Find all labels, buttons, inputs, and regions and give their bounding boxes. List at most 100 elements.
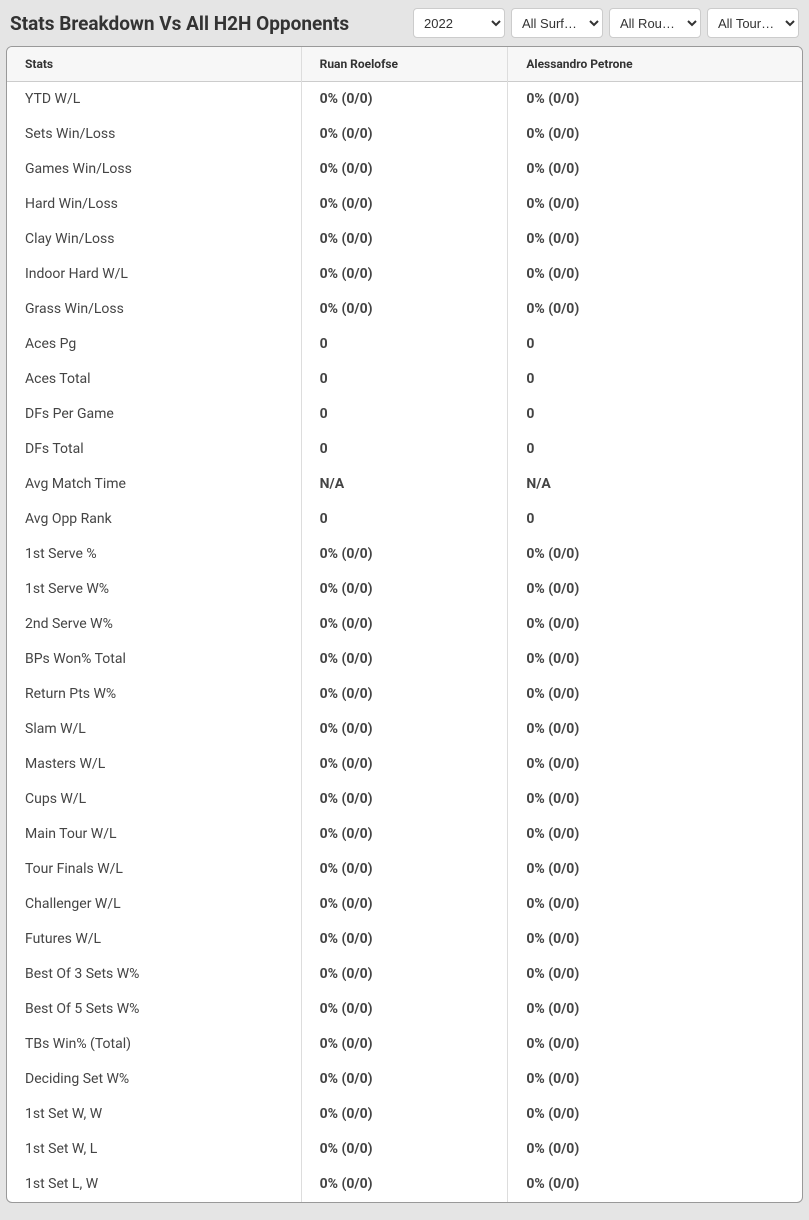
- table-row: DFs Per Game00: [7, 397, 802, 432]
- tournament-filter-select[interactable]: All Tour…: [707, 8, 799, 38]
- stat-label-cell: Sets Win/Loss: [7, 117, 301, 152]
- table-row: Avg Opp Rank00: [7, 502, 802, 537]
- player2-value-cell: 0% (0/0): [508, 152, 802, 187]
- player1-value-cell: 0% (0/0): [301, 537, 508, 572]
- table-row: Deciding Set W%0% (0/0)0% (0/0): [7, 1062, 802, 1097]
- player1-value-cell: 0% (0/0): [301, 257, 508, 292]
- stat-label-cell: Games Win/Loss: [7, 152, 301, 187]
- player1-value-cell: 0% (0/0): [301, 222, 508, 257]
- round-filter-select[interactable]: All Rou…: [609, 8, 701, 38]
- player1-value-cell: 0% (0/0): [301, 782, 508, 817]
- stat-label-cell: 1st Serve W%: [7, 572, 301, 607]
- player2-value-cell: 0% (0/0): [508, 712, 802, 747]
- table-header-row: Stats Ruan Roelofse Alessandro Petrone: [7, 47, 802, 82]
- player1-value-cell: 0: [301, 362, 508, 397]
- table-row: Indoor Hard W/L0% (0/0)0% (0/0): [7, 257, 802, 292]
- stat-label-cell: 1st Set W, W: [7, 1097, 301, 1132]
- table-row: Games Win/Loss0% (0/0)0% (0/0): [7, 152, 802, 187]
- player2-value-cell: 0: [508, 502, 802, 537]
- column-header-stats: Stats: [7, 47, 301, 82]
- stat-label-cell: YTD W/L: [7, 82, 301, 117]
- table-row: Slam W/L0% (0/0)0% (0/0): [7, 712, 802, 747]
- stat-label-cell: 1st Set W, L: [7, 1132, 301, 1167]
- table-row: Avg Match TimeN/AN/A: [7, 467, 802, 502]
- player1-value-cell: 0% (0/0): [301, 1097, 508, 1132]
- table-row: Main Tour W/L0% (0/0)0% (0/0): [7, 817, 802, 852]
- player2-value-cell: N/A: [508, 467, 802, 502]
- stat-label-cell: Best Of 5 Sets W%: [7, 992, 301, 1027]
- stat-label-cell: Avg Match Time: [7, 467, 301, 502]
- stat-label-cell: DFs Total: [7, 432, 301, 467]
- table-row: BPs Won% Total0% (0/0)0% (0/0): [7, 642, 802, 677]
- stat-label-cell: Best Of 3 Sets W%: [7, 957, 301, 992]
- player1-value-cell: 0% (0/0): [301, 642, 508, 677]
- player1-value-cell: 0% (0/0): [301, 887, 508, 922]
- player1-value-cell: 0% (0/0): [301, 922, 508, 957]
- player2-value-cell: 0% (0/0): [508, 1167, 802, 1202]
- player2-value-cell: 0% (0/0): [508, 992, 802, 1027]
- table-row: Best Of 5 Sets W%0% (0/0)0% (0/0): [7, 992, 802, 1027]
- surface-filter-select[interactable]: All Surf…: [511, 8, 603, 38]
- table-row: Grass Win/Loss0% (0/0)0% (0/0): [7, 292, 802, 327]
- player1-value-cell: 0% (0/0): [301, 117, 508, 152]
- player1-value-cell: 0: [301, 432, 508, 467]
- table-row: Sets Win/Loss0% (0/0)0% (0/0): [7, 117, 802, 152]
- column-header-player2: Alessandro Petrone: [508, 47, 802, 82]
- player2-value-cell: 0: [508, 362, 802, 397]
- player2-value-cell: 0% (0/0): [508, 82, 802, 117]
- player1-value-cell: 0% (0/0): [301, 292, 508, 327]
- player2-value-cell: 0% (0/0): [508, 922, 802, 957]
- player1-value-cell: 0% (0/0): [301, 607, 508, 642]
- player2-value-cell: 0% (0/0): [508, 607, 802, 642]
- stat-label-cell: 1st Set L, W: [7, 1167, 301, 1202]
- table-row: Challenger W/L0% (0/0)0% (0/0): [7, 887, 802, 922]
- table-row: Masters W/L0% (0/0)0% (0/0): [7, 747, 802, 782]
- player2-value-cell: 0% (0/0): [508, 817, 802, 852]
- table-row: Clay Win/Loss0% (0/0)0% (0/0): [7, 222, 802, 257]
- stat-label-cell: TBs Win% (Total): [7, 1027, 301, 1062]
- player2-value-cell: 0% (0/0): [508, 257, 802, 292]
- stat-label-cell: Futures W/L: [7, 922, 301, 957]
- player1-value-cell: 0% (0/0): [301, 747, 508, 782]
- player1-value-cell: 0% (0/0): [301, 152, 508, 187]
- player2-value-cell: 0% (0/0): [508, 292, 802, 327]
- table-row: Cups W/L0% (0/0)0% (0/0): [7, 782, 802, 817]
- table-container: Stats Ruan Roelofse Alessandro Petrone Y…: [6, 46, 803, 1203]
- stat-label-cell: Avg Opp Rank: [7, 502, 301, 537]
- player2-value-cell: 0: [508, 327, 802, 362]
- player1-value-cell: 0% (0/0): [301, 852, 508, 887]
- player1-value-cell: 0% (0/0): [301, 677, 508, 712]
- header-bar: Stats Breakdown Vs All H2H Opponents 202…: [0, 0, 809, 46]
- stat-label-cell: Tour Finals W/L: [7, 852, 301, 887]
- table-row: 2nd Serve W%0% (0/0)0% (0/0): [7, 607, 802, 642]
- player1-value-cell: 0% (0/0): [301, 1167, 508, 1202]
- stat-label-cell: Aces Pg: [7, 327, 301, 362]
- player1-value-cell: 0% (0/0): [301, 817, 508, 852]
- stat-label-cell: Return Pts W%: [7, 677, 301, 712]
- stat-label-cell: Hard Win/Loss: [7, 187, 301, 222]
- table-row: 1st Serve %0% (0/0)0% (0/0): [7, 537, 802, 572]
- player1-value-cell: 0% (0/0): [301, 1132, 508, 1167]
- year-filter-select[interactable]: 2022: [413, 8, 505, 38]
- table-row: Aces Total00: [7, 362, 802, 397]
- player2-value-cell: 0% (0/0): [508, 642, 802, 677]
- player1-value-cell: 0% (0/0): [301, 1062, 508, 1097]
- player1-value-cell: 0% (0/0): [301, 957, 508, 992]
- player2-value-cell: 0% (0/0): [508, 852, 802, 887]
- player2-value-cell: 0% (0/0): [508, 887, 802, 922]
- player2-value-cell: 0: [508, 397, 802, 432]
- table-row: Futures W/L0% (0/0)0% (0/0): [7, 922, 802, 957]
- player1-value-cell: 0% (0/0): [301, 187, 508, 222]
- stat-label-cell: 2nd Serve W%: [7, 607, 301, 642]
- player2-value-cell: 0% (0/0): [508, 1027, 802, 1062]
- player2-value-cell: 0% (0/0): [508, 1062, 802, 1097]
- player1-value-cell: 0: [301, 327, 508, 362]
- player1-value-cell: 0: [301, 502, 508, 537]
- page-title: Stats Breakdown Vs All H2H Opponents: [10, 12, 349, 35]
- player2-value-cell: 0% (0/0): [508, 747, 802, 782]
- table-row: 1st Serve W%0% (0/0)0% (0/0): [7, 572, 802, 607]
- table-row: Best Of 3 Sets W%0% (0/0)0% (0/0): [7, 957, 802, 992]
- player2-value-cell: 0% (0/0): [508, 572, 802, 607]
- stat-label-cell: Masters W/L: [7, 747, 301, 782]
- player2-value-cell: 0% (0/0): [508, 187, 802, 222]
